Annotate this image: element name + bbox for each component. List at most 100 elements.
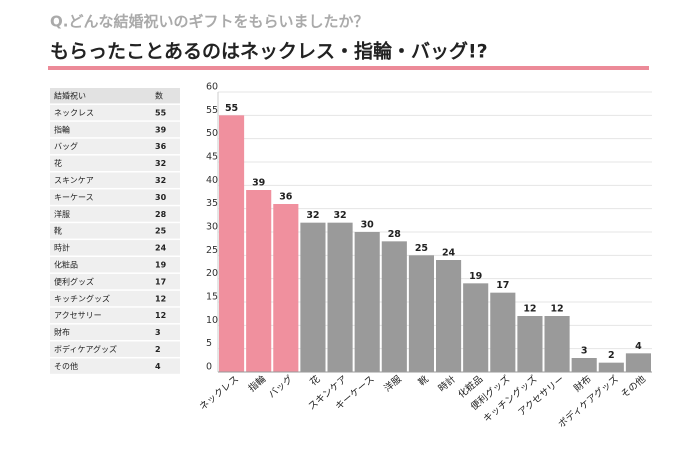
title-underline [48, 66, 649, 70]
x-tick-label: 指輪 [246, 373, 269, 395]
bar [381, 241, 407, 372]
table-cell: 財布 [54, 327, 70, 337]
table-cell: 結婚祝い [54, 90, 86, 100]
table-cell: 指輪 [54, 124, 70, 134]
bar [354, 232, 380, 372]
bar [436, 260, 462, 372]
table-cell: 便利グッズ [54, 276, 94, 286]
x-tick-label: ネックレス [198, 374, 241, 413]
table-row [50, 223, 180, 239]
data-label: 30 [361, 220, 375, 231]
table-row [50, 172, 180, 188]
y-tick-label: 55 [206, 105, 218, 116]
x-tick-label: 財布 [571, 373, 593, 394]
bar [273, 204, 299, 372]
table-row [50, 121, 180, 138]
table-row [50, 155, 180, 171]
table-row [50, 341, 180, 357]
table-cell: 36 [155, 142, 167, 151]
data-label: 12 [550, 304, 563, 315]
bar [598, 362, 624, 372]
y-tick-label: 45 [206, 152, 218, 163]
table-row [50, 273, 180, 290]
data-label: 12 [523, 304, 536, 315]
table-row [50, 257, 180, 273]
table-row [50, 206, 180, 222]
y-tick-label: 30 [206, 222, 218, 233]
table-cell: 花 [54, 158, 62, 168]
table-cell: 12 [155, 294, 166, 303]
table-cell: 55 [155, 108, 167, 117]
y-tick-label: 5 [206, 338, 212, 349]
x-tick-label: 時計 [436, 373, 459, 395]
chart-title: Q.どんな結婚祝いのギフトをもらいましたか？ [50, 13, 368, 31]
table-cell: 17 [155, 277, 166, 286]
data-label: 32 [306, 210, 319, 221]
data-label: 36 [279, 192, 293, 203]
table-cell: 30 [155, 193, 167, 202]
y-tick-label: 40 [206, 175, 218, 186]
table-row [50, 324, 180, 340]
table-cell: 2 [155, 345, 161, 354]
table-cell: 靴 [54, 226, 62, 236]
y-tick-label: 10 [206, 315, 218, 326]
data-label: 55 [225, 103, 238, 114]
chart-subtitle: もらったことあるのはネックレス・指輪・バッグ!? [50, 40, 488, 63]
table-row [50, 138, 180, 155]
bar [300, 222, 326, 372]
table-cell: キーケース [54, 193, 94, 202]
bar [517, 316, 543, 372]
data-label: 25 [415, 243, 428, 254]
table-row [50, 88, 180, 104]
table-row [50, 307, 180, 324]
table-cell: 28 [155, 210, 167, 219]
data-label: 19 [469, 271, 482, 282]
table-cell: 数 [155, 90, 163, 100]
bar [219, 115, 245, 372]
y-tick-label: 60 [206, 82, 218, 93]
bar [246, 190, 272, 372]
table-cell: 25 [155, 227, 167, 236]
table-row [50, 290, 180, 307]
bar [463, 283, 489, 372]
table-row [50, 104, 180, 121]
y-tick-label: 25 [206, 245, 218, 256]
x-tick-label: 花 [307, 373, 322, 389]
data-label: 4 [635, 341, 642, 352]
bar [625, 353, 651, 372]
data-label: 17 [496, 280, 509, 291]
bar [571, 358, 597, 372]
table-cell: キッチングッズ [54, 293, 110, 303]
table-cell: 3 [155, 328, 161, 337]
table-cell: 32 [155, 159, 166, 168]
table-cell: その他 [54, 361, 78, 371]
data-label: 24 [442, 248, 456, 259]
x-tick-label: 洋服 [382, 373, 405, 395]
x-tick-label: 靴 [416, 373, 431, 389]
y-tick-label: 15 [206, 292, 218, 303]
table-cell: 4 [155, 362, 161, 371]
table-cell: 39 [155, 125, 167, 134]
table-cell: 12 [155, 311, 166, 320]
data-label: 28 [388, 229, 402, 240]
table-row [50, 358, 180, 374]
x-tick-label: バッグ [266, 373, 296, 401]
table-cell: 時計 [54, 243, 70, 253]
x-tick-label: その他 [618, 373, 648, 401]
table-cell: 19 [155, 260, 167, 269]
y-tick-label: 35 [206, 198, 218, 209]
bar [327, 222, 353, 372]
bar [408, 255, 434, 372]
table-cell: アクセサリー [54, 311, 102, 320]
table-cell: 化粧品 [54, 259, 78, 269]
y-tick-label: 50 [206, 128, 218, 139]
table-cell: ボディケアグッズ [54, 344, 117, 354]
data-label: 32 [333, 210, 346, 221]
table-cell: バッグ [54, 141, 78, 151]
data-label: 3 [581, 346, 588, 357]
table-cell: 洋服 [54, 209, 70, 219]
bar [544, 316, 570, 372]
table-cell: スキンケア [54, 176, 94, 185]
